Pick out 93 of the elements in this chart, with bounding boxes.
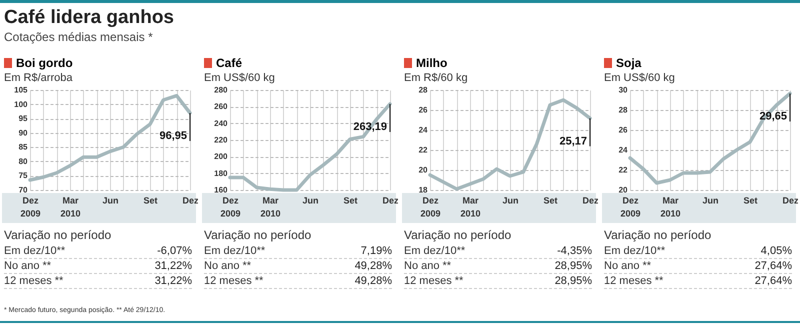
x-tick-label: Dez	[382, 196, 399, 206]
text: 27,64%	[754, 275, 792, 287]
text: Em dez/10**	[204, 245, 266, 257]
y-tick-label: 22	[618, 166, 628, 174]
text: Variação no período	[604, 228, 712, 242]
text: 28,95%	[554, 275, 592, 287]
x-tick-label: Set	[343, 196, 358, 206]
x-tick-label: Dez	[182, 196, 199, 206]
data-label: 29,65	[759, 110, 787, 122]
y-tick-label: 20	[618, 186, 628, 194]
y-axis-title: Em R$/60 kg	[404, 72, 469, 84]
x-tick-label: Dez 2009	[620, 196, 641, 218]
y-tick-label: 180	[214, 168, 228, 178]
y-tick-label: 80	[18, 156, 28, 166]
x-tick-label: Set	[543, 196, 558, 206]
y-tick-label: 280	[214, 86, 228, 94]
y-tick-label: 28	[618, 106, 628, 114]
x-tick-label: Jun	[702, 196, 719, 206]
text: No ano **	[204, 260, 252, 272]
y-tick-label: 30	[618, 86, 628, 94]
y-tick-label: 75	[18, 171, 28, 180]
text: 12 meses **	[604, 275, 664, 287]
text: 12 meses **	[204, 275, 264, 287]
y-tick-label: 200	[214, 152, 228, 162]
y-tick-label: 26	[418, 106, 428, 114]
x-tick-label: Dez 2009	[220, 196, 241, 218]
x-tick-label: Dez	[582, 196, 599, 206]
x-tick-label: Jun	[502, 196, 519, 206]
y-tick-label: 220	[214, 136, 228, 144]
y-tick-label: 70	[18, 186, 28, 194]
x-tick-label: Dez 2009	[20, 196, 41, 218]
y-tick-label: 26	[618, 126, 628, 134]
text: Em dez/10**	[604, 245, 666, 257]
text: Em dez/10**	[404, 245, 466, 257]
y-tick-label: 105	[14, 86, 28, 94]
y-tick-label: 28	[418, 86, 428, 94]
x-tick-label: Dez	[782, 196, 799, 206]
text: 49,28%	[354, 260, 392, 272]
y-tick-label: 24	[618, 146, 628, 154]
text: No ano **	[4, 260, 52, 272]
y-axis-title: Em US$/60 kg	[604, 72, 676, 84]
x-tick-label: Mar 2010	[260, 196, 281, 218]
text: 31,22%	[154, 275, 192, 287]
y-axis-title: Em R$/arroba	[4, 72, 74, 84]
text: -6,07%	[157, 245, 192, 257]
text: 27,64%	[754, 260, 792, 272]
chart-title: Soja	[616, 56, 642, 70]
data-label: 263,19	[353, 121, 387, 134]
text: Cotações médias mensais *	[4, 30, 154, 44]
line-series	[628, 92, 792, 185]
y-tick-label: 85	[18, 142, 28, 152]
text: Em dez/10**	[4, 245, 66, 257]
text: 4,05%	[760, 245, 792, 257]
text: Variação no período	[204, 228, 312, 242]
x-tick-label: Jun	[102, 196, 119, 206]
y-tick-label: 260	[214, 102, 228, 112]
y-tick-label: 240	[214, 118, 228, 128]
text: 31,22%	[154, 260, 192, 272]
y-tick-label: 22	[418, 146, 428, 154]
text: 12 meses **	[4, 275, 64, 287]
x-tick-label: Mar 2010	[660, 196, 681, 218]
x-tick-label: Mar 2010	[60, 196, 81, 218]
text: No ano **	[604, 260, 652, 272]
y-tick-label: 18	[418, 186, 428, 194]
x-tick-label: Dez 2009	[420, 196, 441, 218]
chart-title: Milho	[416, 56, 448, 70]
text: Café lidera ganhos	[4, 7, 174, 29]
chart-title: Café	[216, 56, 242, 70]
y-tick-label: 24	[418, 126, 428, 134]
text: 7,19%	[360, 245, 392, 257]
data-label: 96,95	[159, 130, 187, 142]
line-series	[228, 102, 392, 192]
text: -4,35%	[557, 245, 592, 257]
y-tick-label: 20	[418, 166, 428, 174]
y-tick-label: 100	[14, 100, 28, 109]
line-series	[428, 98, 592, 191]
text: 49,28%	[354, 275, 392, 287]
y-tick-label: 95	[18, 114, 28, 124]
text: No ano **	[404, 260, 452, 272]
x-tick-label: Jun	[302, 196, 319, 206]
y-tick-label: 160	[214, 186, 228, 194]
text: Variação no período	[4, 228, 112, 242]
text: Variação no período	[404, 228, 512, 242]
x-tick-label: Set	[743, 196, 758, 206]
x-tick-label: Mar 2010	[460, 196, 481, 218]
text: 28,95%	[554, 260, 592, 272]
text: 12 meses **	[404, 275, 464, 287]
y-axis-title: Em US$/60 kg	[204, 72, 276, 84]
line-series	[28, 94, 192, 182]
chart-title: Boi gordo	[16, 56, 73, 70]
x-tick-label: Set	[143, 196, 158, 206]
data-label: 25,17	[559, 135, 587, 148]
y-tick-label: 90	[18, 128, 28, 138]
